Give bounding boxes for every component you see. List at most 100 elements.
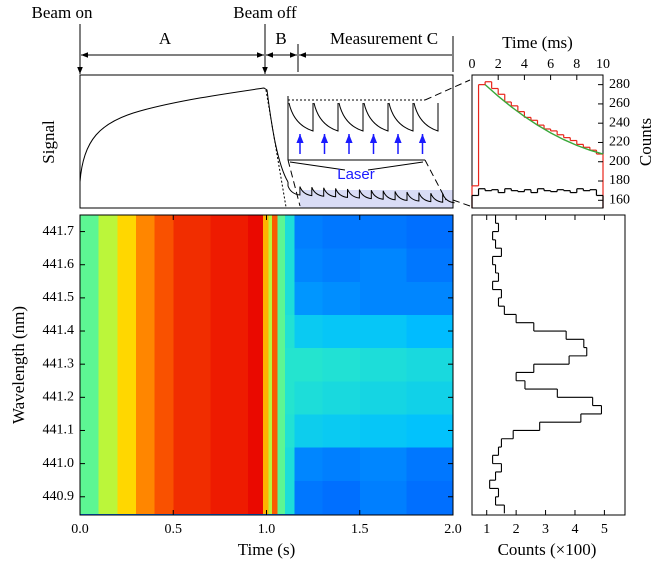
heatmap-cell <box>268 347 273 382</box>
laser-arrows <box>296 134 427 154</box>
heatmap-cell <box>80 314 100 349</box>
y-tick-label: 180 <box>609 173 630 188</box>
heatmap-cell <box>80 215 100 249</box>
heatmap-cell <box>406 215 454 249</box>
heatmap-cell <box>294 380 324 415</box>
heatmap-cell <box>247 347 264 382</box>
heatmap-cell <box>285 347 296 382</box>
heatmap-cell <box>154 281 174 316</box>
heatmap-cell <box>117 413 137 448</box>
heatmap-cell <box>80 248 100 282</box>
x-tick-label: 3 <box>542 522 549 537</box>
heatmap-cell <box>154 480 174 514</box>
inset-sawtooth <box>288 102 439 132</box>
y-tick-label: 441.5 <box>43 290 75 305</box>
heatmap-cell <box>80 413 100 448</box>
profile-frame <box>471 214 626 516</box>
heatmap-cell <box>268 215 273 249</box>
heatmap-cell <box>294 281 324 316</box>
heatmap-cell <box>406 380 454 415</box>
signal-frame <box>79 74 454 209</box>
heatmap-cell <box>406 413 454 448</box>
y-axis-label: Counts <box>636 118 655 166</box>
profile-riser <box>489 222 602 506</box>
heatmap-cell <box>247 281 264 316</box>
zoom-lines <box>287 79 471 207</box>
phase-b-label: B <box>275 29 286 48</box>
heatmap-cell <box>80 281 100 316</box>
y-tick-label: 441.0 <box>43 456 75 471</box>
heatmap-cell <box>294 347 324 382</box>
x-tick-label: 10 <box>596 57 610 72</box>
heatmap-cell <box>135 447 156 481</box>
x-tick-label: 6 <box>547 57 554 72</box>
heatmap-cell <box>98 347 118 382</box>
heatmap-cell <box>117 215 137 249</box>
heatmap-cell <box>98 248 118 282</box>
heatmap-cell <box>98 447 118 481</box>
heatmap-cell <box>117 347 137 382</box>
heatmap-cell <box>247 480 264 514</box>
x-axis-label: Time (ms) <box>502 33 573 52</box>
heatmap-cell <box>173 447 212 481</box>
heatmap-cell <box>210 347 249 382</box>
x-tick-label: 2.0 <box>444 522 462 537</box>
heatmap-cell <box>117 248 137 282</box>
y-tick-label: 160 <box>609 193 630 208</box>
heatmap-cell <box>117 447 137 481</box>
heatmap-cell <box>262 215 269 249</box>
heatmap-cell <box>98 380 118 415</box>
heatmap-cell <box>154 413 174 448</box>
heatmap-cell <box>272 413 279 448</box>
heatmap-cell <box>272 248 279 282</box>
heatmap-cell <box>359 281 407 316</box>
heatmap-cell <box>80 347 100 382</box>
heatmap-cell <box>277 447 286 481</box>
heatmap-cell <box>359 480 407 514</box>
heatmap-cell <box>247 380 264 415</box>
heatmap-cell <box>322 380 361 415</box>
heatmap-cell <box>322 314 361 349</box>
heatmap-cell <box>268 248 273 282</box>
heatmap-cell <box>135 248 156 282</box>
y-tick-label: 240 <box>609 115 630 130</box>
laser-label: Laser <box>337 166 375 183</box>
y-tick-label: 441.2 <box>43 390 75 405</box>
heatmap-cell <box>154 314 174 349</box>
phase-a-label: A <box>159 29 172 48</box>
heatmap-cell <box>277 215 286 249</box>
heatmap-cell <box>285 281 296 316</box>
heatmap-cell <box>210 248 249 282</box>
heatmap-cell <box>247 447 264 481</box>
heatmap-cell <box>322 281 361 316</box>
heatmap-cell <box>359 347 407 382</box>
x-tick-label: 2 <box>513 522 520 537</box>
heatmap-cell <box>268 447 273 481</box>
heatmap-cell <box>272 380 279 415</box>
heatmap-cell <box>268 480 273 514</box>
heatmap-cell <box>210 281 249 316</box>
beam-off-label: Beam off <box>233 3 297 22</box>
y-tick-label: 200 <box>609 154 630 169</box>
heatmap-cell <box>272 347 279 382</box>
heatmap-cell <box>117 380 137 415</box>
y-tick-label: 441.4 <box>43 323 75 338</box>
heatmap-cell <box>285 215 296 249</box>
heatmap-cell <box>272 281 279 316</box>
heatmap-cell <box>406 347 454 382</box>
x-tick-label: 0.0 <box>71 522 89 537</box>
heatmap-cell <box>262 447 269 481</box>
heatmap-cell <box>173 413 212 448</box>
x-tick-label: 0 <box>469 57 476 72</box>
heatmap-cell <box>272 447 279 481</box>
y-tick-label: 441.6 <box>43 257 75 272</box>
heatmap-cell <box>210 413 249 448</box>
heatmap-cell <box>359 447 407 481</box>
heatmap-cell <box>210 447 249 481</box>
heatmap-cell <box>359 215 407 249</box>
profile-panel: 1 2 3 4 5 Counts (×100) <box>471 214 626 559</box>
heatmap-cell <box>154 380 174 415</box>
heatmap-cell <box>359 314 407 349</box>
y-tick-label: 441.7 <box>43 224 75 239</box>
